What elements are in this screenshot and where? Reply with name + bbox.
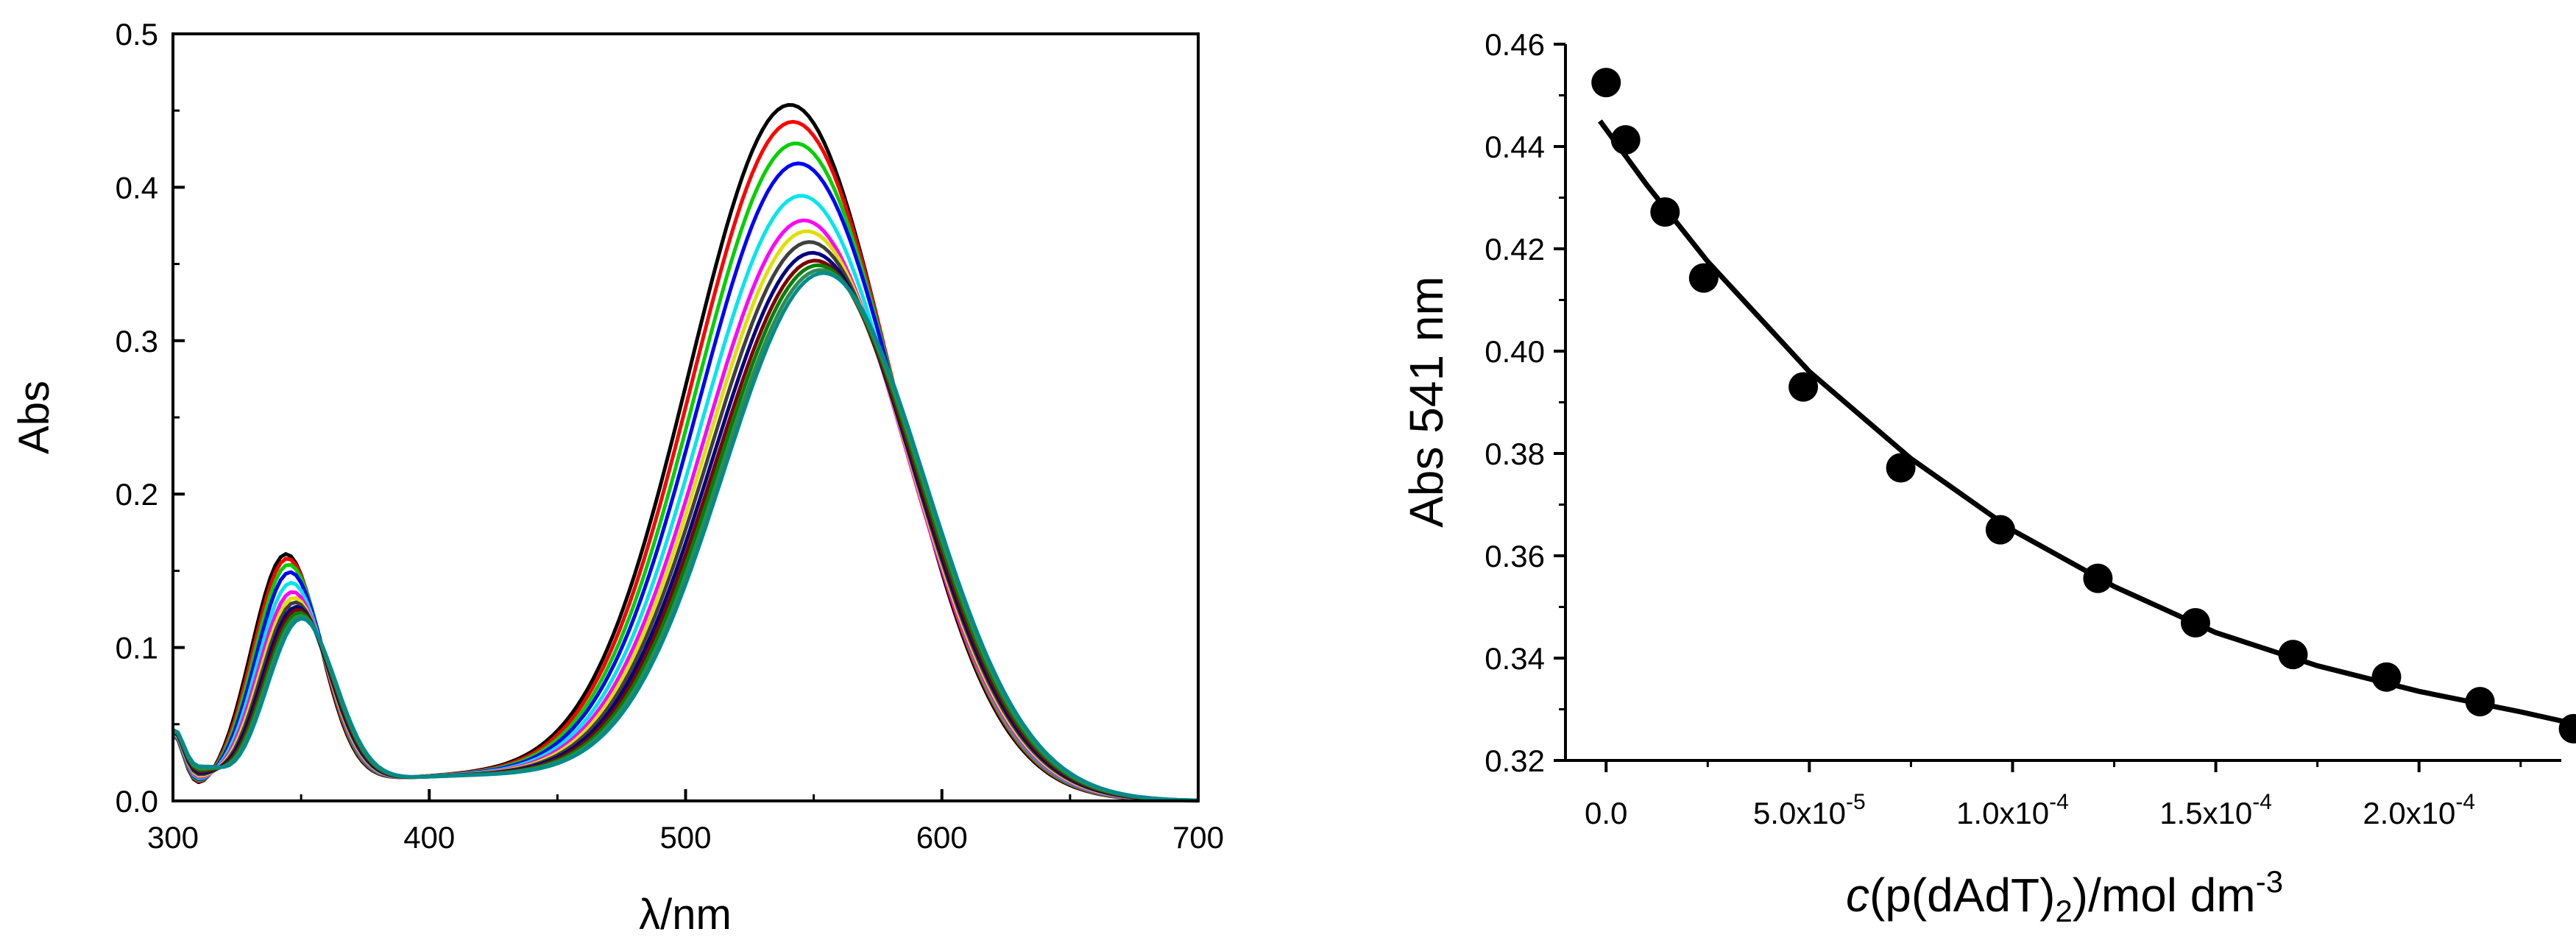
y-tick-label: 0.38 bbox=[1485, 437, 1545, 471]
data-point bbox=[2465, 687, 2495, 717]
data-point bbox=[2558, 713, 2576, 744]
x-axis-ticks: 300 400 500 600 700 bbox=[147, 789, 1224, 855]
data-point bbox=[2371, 662, 2402, 692]
x-axis-title-body: (p(dAdT) bbox=[1869, 869, 2056, 922]
y-tick-label: 0.42 bbox=[1485, 232, 1545, 266]
data-point bbox=[1985, 515, 2015, 545]
x-axis-title-subscript: 2 bbox=[2055, 894, 2072, 928]
y-tick-label: 0.0 bbox=[116, 784, 158, 819]
spectrum-line bbox=[171, 141, 1199, 803]
y-tick-label: 0.46 bbox=[1485, 27, 1545, 62]
x-tick-label: 600 bbox=[916, 820, 968, 855]
x-tick-label: 500 bbox=[659, 820, 711, 855]
y-axis-ticks: 0.0 0.1 0.2 0.3 0.4 0.5 bbox=[116, 17, 185, 819]
x-tick-label: 400 bbox=[403, 820, 455, 855]
x-tick-label: 1.0x10-4 bbox=[1956, 790, 2069, 830]
y-tick-label: 0.32 bbox=[1485, 744, 1545, 778]
y-axis-ticks: 0.32 0.34 0.36 0.38 0.40 0.42 0.44 0.46 bbox=[1485, 27, 1565, 778]
spectrum-line bbox=[171, 271, 1199, 802]
x-tick-label: 0.0 bbox=[1585, 796, 1627, 830]
y-tick-label: 0.36 bbox=[1485, 539, 1545, 573]
x-axis-title-superscript: -3 bbox=[2256, 864, 2283, 899]
y-tick-label: 0.3 bbox=[116, 324, 158, 359]
y-axis-title: Abs bbox=[10, 381, 58, 454]
data-point bbox=[1688, 263, 1719, 293]
data-points-group bbox=[1591, 68, 2576, 744]
y-tick-label: 0.44 bbox=[1485, 130, 1545, 164]
spectrum-line bbox=[171, 119, 1199, 803]
titration-binding-chart: 0.0 5.0x10-5 1.0x10-4 1.5x10-4 2.0x10-4 0.32… bbox=[1400, 27, 2576, 928]
y-tick-label: 0.34 bbox=[1485, 641, 1545, 676]
uv-vis-spectra-chart: 300 400 500 600 700 0.00.10.20.30.40.5 λ/nm … bbox=[10, 17, 1224, 939]
x-tick-label: 2.0x10-4 bbox=[2363, 790, 2475, 830]
data-point bbox=[2278, 640, 2308, 670]
data-point bbox=[1886, 453, 1916, 483]
data-point bbox=[2083, 563, 2113, 593]
x-axis-title: c(p(dAdT)2)/mol dm-3 bbox=[1846, 864, 2283, 928]
data-point bbox=[1788, 372, 1819, 402]
data-point bbox=[1610, 125, 1641, 155]
plot-frame bbox=[171, 32, 1200, 802]
y-tick-label: 0.1 bbox=[116, 631, 158, 665]
data-point bbox=[1650, 197, 1680, 227]
data-point bbox=[1591, 68, 1621, 98]
x-axis-title-unit: )/mol dm bbox=[2073, 869, 2256, 922]
spectra-series-group bbox=[171, 103, 1199, 803]
spectrum-line bbox=[171, 229, 1199, 802]
y-tick-label: 0.40 bbox=[1485, 334, 1545, 369]
y-tick-label: 0.5 bbox=[116, 17, 158, 52]
data-point bbox=[2181, 608, 2210, 638]
y-tick-label: 0.4 bbox=[116, 170, 158, 205]
fit-curve bbox=[1598, 119, 2575, 727]
x-axis-title: λ/nm bbox=[639, 891, 732, 939]
x-tick-label: 300 bbox=[147, 820, 199, 855]
x-axis-title-symbol: c bbox=[1846, 869, 1869, 922]
x-tick-label: 5.0x10-5 bbox=[1753, 790, 1866, 830]
x-tick-label: 700 bbox=[1172, 820, 1224, 855]
y-tick-label: 0.2 bbox=[116, 477, 158, 512]
x-axis-ticks: 0.0 5.0x10-5 1.0x10-4 1.5x10-4 2.0x10-4 bbox=[1585, 760, 2522, 830]
x-tick-label: 1.5x10-4 bbox=[2159, 790, 2272, 830]
y-axis-title: Abs 541 nm bbox=[1400, 276, 1453, 528]
